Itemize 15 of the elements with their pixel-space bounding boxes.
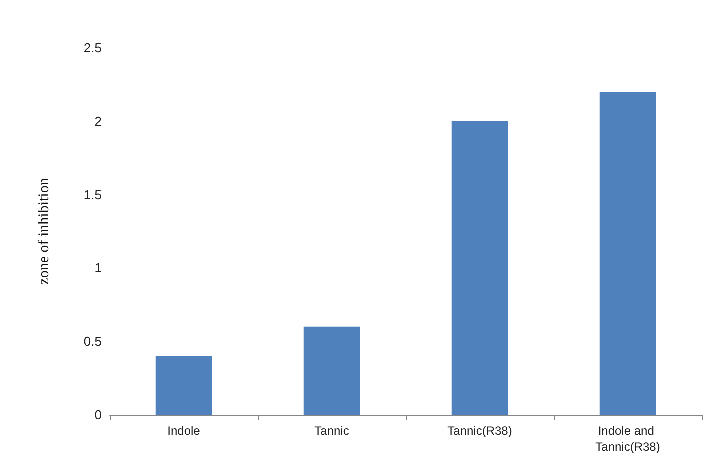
y-tick-label: 1.5 bbox=[84, 187, 102, 202]
x-tick-label: Tannic bbox=[314, 424, 350, 438]
y-tick-label: 2.5 bbox=[84, 40, 102, 56]
y-axis-title: zone of inhibition bbox=[36, 178, 52, 285]
bar bbox=[156, 356, 212, 415]
bar bbox=[452, 121, 508, 415]
bar bbox=[600, 92, 656, 415]
bar bbox=[304, 326, 360, 415]
x-tick-label: Tannic(R38) bbox=[448, 424, 512, 438]
y-tick-label: 1 bbox=[94, 260, 102, 276]
x-tick-label: Indole and Tannic(R38) bbox=[596, 424, 660, 454]
y-tick-label: 0.5 bbox=[84, 334, 102, 350]
y-tick-label: 2 bbox=[94, 114, 102, 129]
y-tick-label: 0 bbox=[94, 408, 102, 422]
x-tick-label: Indole bbox=[168, 424, 201, 438]
